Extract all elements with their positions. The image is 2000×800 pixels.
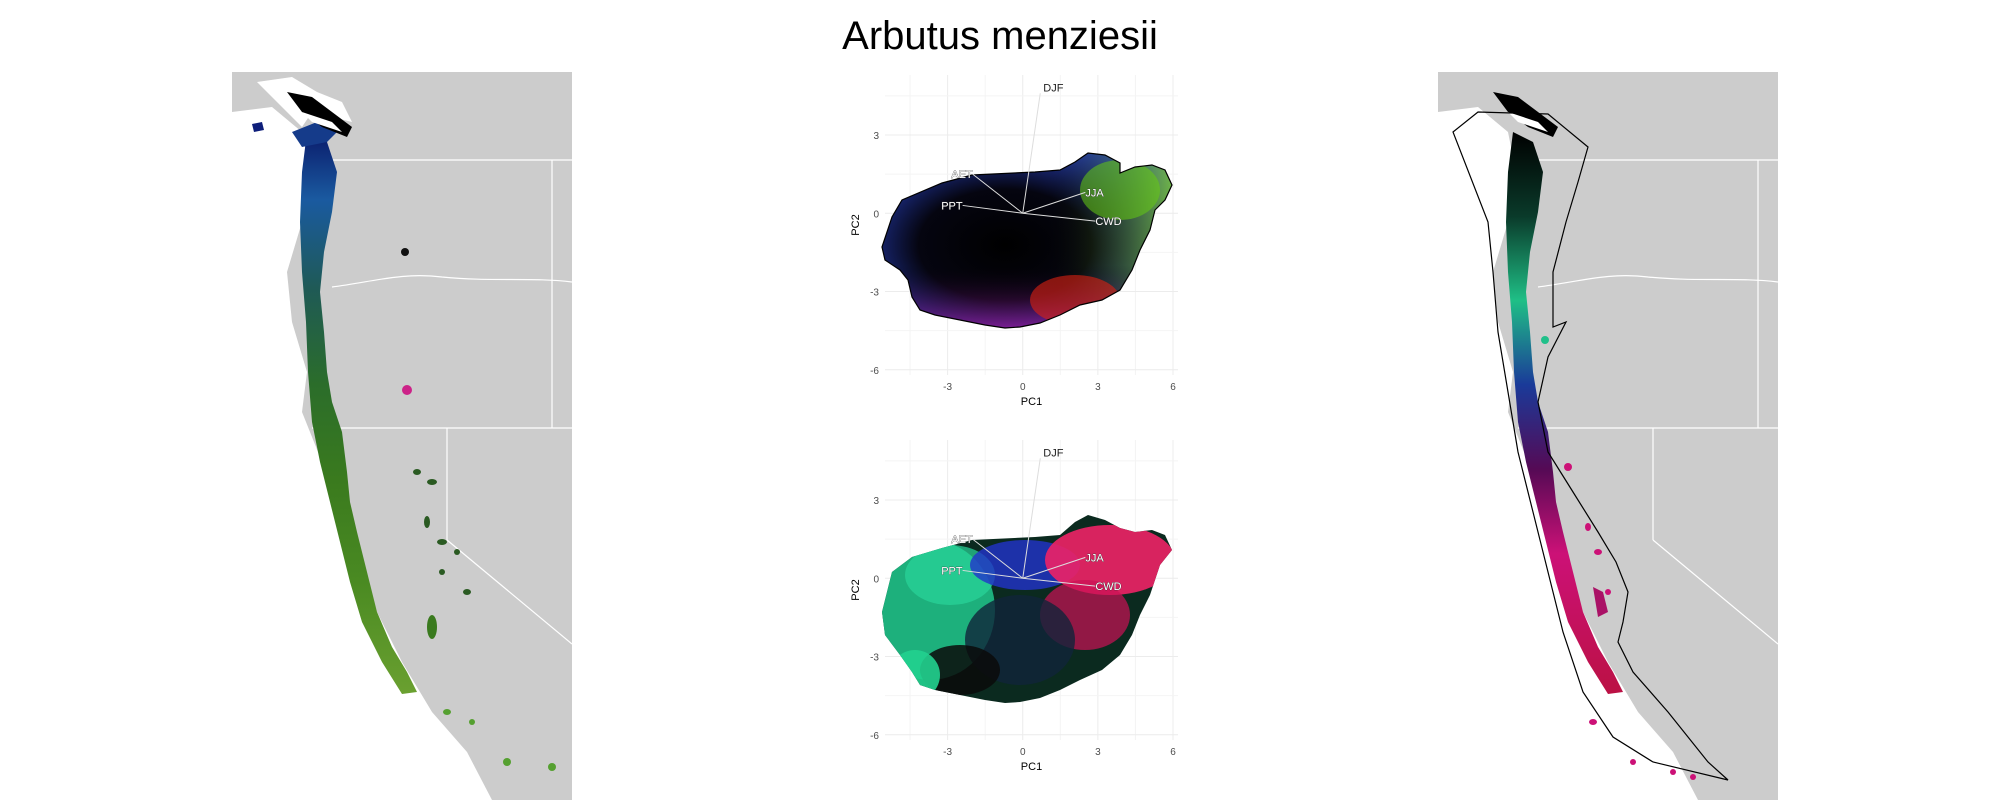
x-tick-label: 3 [1095, 747, 1101, 758]
right-range-map [1438, 72, 1778, 800]
pca-plot-top: DJF AET JJA PPT CWD -3 0 3 6 -6 -3 0 3 PC1 PC2 [850, 75, 1178, 408]
hull-top [881, 152, 1173, 329]
y-tick-label: -3 [870, 288, 879, 299]
blob-top [882, 153, 1172, 328]
vector-label: CWD [1095, 216, 1121, 228]
vector-label: DJF [1043, 82, 1063, 94]
vector-line [962, 569, 1023, 579]
x-tick-label: -3 [943, 382, 952, 393]
vector-label: DJF [1043, 447, 1063, 459]
x-axis-label: PC1 [1021, 761, 1042, 773]
vector-line [1022, 458, 1041, 579]
axes-bottom: -3 0 3 6 -6 -3 0 3 PC1 PC2 [850, 496, 1176, 773]
vector-label: JJA [1085, 187, 1104, 199]
range-shape [1506, 132, 1623, 694]
y-tick-label: 0 [873, 574, 879, 585]
hull-outline [1452, 111, 1729, 781]
range-shape [300, 132, 417, 694]
vector-label: JJA [1085, 552, 1104, 564]
vector-line [962, 204, 1023, 214]
scatter-bottom [882, 515, 1172, 703]
y-tick-label: 0 [873, 209, 879, 220]
vector-label: AET [951, 534, 973, 546]
x-axis-label: PC1 [1021, 396, 1042, 408]
vector-line [1022, 93, 1041, 214]
vector-line [1022, 212, 1096, 222]
x-tick-label: 6 [1170, 747, 1176, 758]
x-tick-label: 0 [1020, 382, 1026, 393]
pca-plot-bottom: DJF AET JJA PPT CWD -3 0 3 6 -6 -3 0 3 PC1 PC2 [850, 440, 1178, 773]
y-tick-label: 3 [873, 131, 879, 142]
axes-top: -3 0 3 6 -6 -3 0 3 PC1 PC2 [850, 131, 1176, 408]
x-tick-label: 6 [1170, 382, 1176, 393]
vector-line [1022, 577, 1096, 587]
vector-label: CWD [1095, 581, 1121, 593]
x-tick-label: -3 [943, 747, 952, 758]
left-range-map [232, 72, 572, 800]
y-tick-label: -6 [870, 366, 879, 377]
y-tick-label: 3 [873, 496, 879, 507]
vector-label: PPT [941, 565, 963, 577]
x-tick-label: 3 [1095, 382, 1101, 393]
y-axis-label: PC2 [850, 579, 862, 600]
vector-line [972, 538, 1024, 579]
y-tick-label: -6 [870, 731, 879, 742]
vector-line [1022, 556, 1086, 579]
x-tick-label: 0 [1020, 747, 1026, 758]
vector-label: AET [951, 169, 973, 181]
y-tick-label: -3 [870, 653, 879, 664]
vectors-bottom: DJF AET JJA PPT CWD [941, 447, 1122, 593]
vector-line [972, 173, 1024, 214]
vector-label: PPT [941, 200, 963, 212]
figure-title: Arbutus menziesii [842, 14, 1158, 58]
y-axis-label: PC2 [850, 214, 862, 235]
vector-line [1022, 191, 1086, 214]
state-borders [312, 159, 572, 645]
ocean [232, 107, 492, 800]
vectors-top: DJF AET JJA PPT CWD [941, 82, 1122, 228]
